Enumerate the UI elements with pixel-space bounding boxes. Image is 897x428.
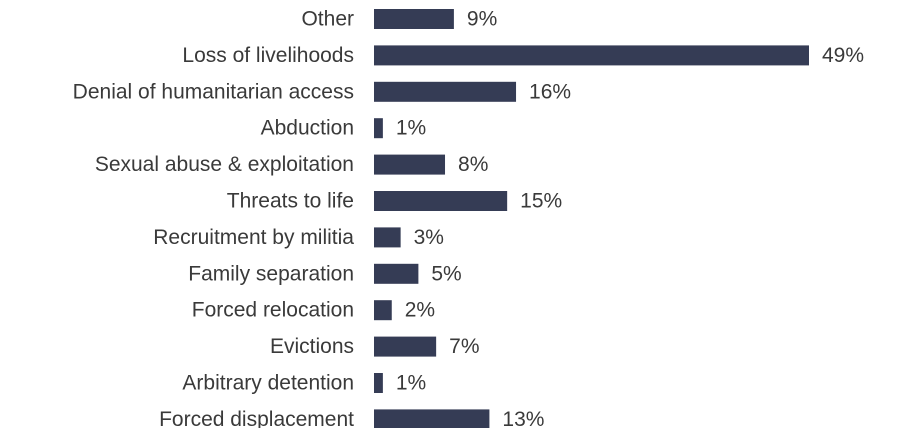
value-label: 9% [467, 8, 497, 31]
bar [374, 45, 809, 66]
bar [374, 9, 454, 29]
value-label: 1% [396, 372, 426, 395]
bar [374, 409, 490, 428]
category-label: Forced relocation [192, 299, 354, 322]
category-label: Family separation [188, 262, 354, 285]
value-label: 8% [458, 153, 488, 176]
value-label: 16% [529, 80, 571, 103]
value-label: 15% [520, 190, 562, 213]
value-label: 2% [405, 299, 435, 322]
bar [374, 300, 392, 321]
category-label: Threats to life [227, 190, 354, 213]
value-label: 5% [431, 262, 461, 285]
bar [374, 154, 446, 175]
category-label: Evictions [270, 335, 354, 358]
category-label: Sexual abuse & exploitation [95, 153, 354, 176]
bar [374, 191, 508, 211]
bar [374, 263, 419, 284]
category-label: Denial of humanitarian access [73, 80, 354, 103]
category-labels: Other Loss of livelihoods Denial of humani… [73, 8, 355, 428]
bar [374, 118, 383, 139]
category-label: Abduction [261, 117, 354, 140]
bar [374, 227, 401, 248]
category-label: Forced displacement [159, 408, 354, 428]
bars [374, 9, 809, 428]
category-label: Recruitment by militia [153, 226, 354, 249]
category-label: Arbitrary detention [182, 372, 354, 395]
value-label: 13% [502, 408, 544, 428]
bar [374, 373, 383, 393]
category-label: Other [301, 8, 354, 31]
value-label: 3% [414, 226, 444, 249]
bar [374, 81, 517, 102]
value-label: 1% [396, 117, 426, 140]
bar [374, 336, 437, 357]
value-label: 7% [449, 335, 479, 358]
value-label: 49% [822, 44, 864, 67]
category-label: Loss of livelihoods [182, 44, 354, 67]
value-labels: 9% 49% 16% 1% 8% 15% 3% 5% 2% 7% 1% 13% [396, 8, 864, 428]
